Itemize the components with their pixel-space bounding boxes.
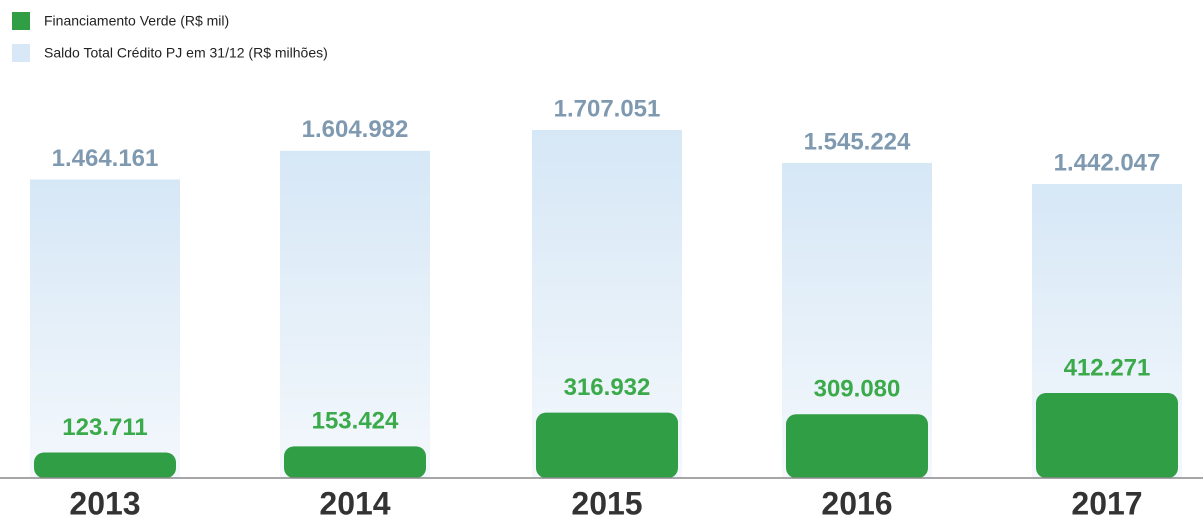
legend-swatch bbox=[12, 44, 30, 62]
value-label: 412.271 bbox=[1064, 354, 1151, 381]
legend-swatch bbox=[12, 12, 30, 30]
value-label: 1.604.982 bbox=[302, 116, 409, 143]
chart: Financiamento Verde (R$ mil) Saldo Total… bbox=[0, 0, 1203, 522]
bar bbox=[1036, 393, 1178, 478]
x-tick-label: 2014 bbox=[319, 485, 390, 521]
value-label: 153.424 bbox=[312, 408, 399, 435]
x-tick-label: 2017 bbox=[1071, 485, 1142, 521]
legend-label: Saldo Total Crédito PJ em 31/12 (R$ milh… bbox=[44, 45, 328, 61]
value-label: 316.932 bbox=[564, 374, 651, 401]
value-label: 1.707.051 bbox=[554, 95, 661, 122]
value-label: 1.464.161 bbox=[52, 145, 159, 172]
bar bbox=[786, 414, 928, 478]
x-tick-label: 2016 bbox=[821, 485, 892, 521]
bar bbox=[284, 446, 426, 478]
x-tick-label: 2015 bbox=[571, 485, 642, 521]
page: Financiamento Verde (R$ mil) Saldo Total… bbox=[0, 0, 1203, 522]
value-label: 1.545.224 bbox=[804, 128, 911, 155]
legend-label: Financiamento Verde (R$ mil) bbox=[44, 13, 229, 29]
bar bbox=[34, 452, 176, 478]
value-label: 309.080 bbox=[814, 376, 901, 403]
x-tick-label: 2013 bbox=[69, 485, 140, 521]
value-label: 1.442.047 bbox=[1054, 149, 1161, 176]
bar bbox=[536, 413, 678, 478]
value-label: 123.711 bbox=[62, 414, 147, 441]
